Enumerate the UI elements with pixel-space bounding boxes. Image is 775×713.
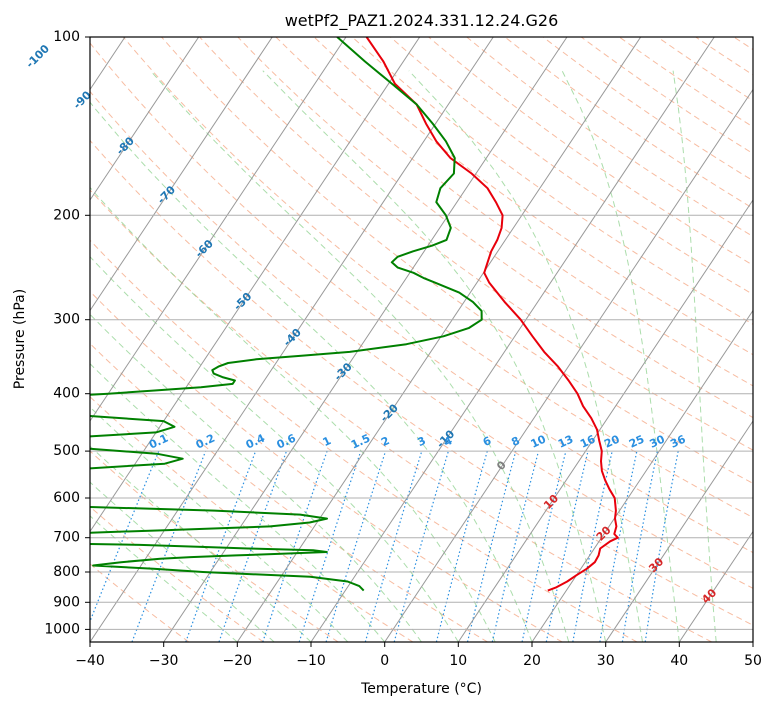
background-lines: [0, 37, 775, 642]
x-axis-label: Temperature (°C): [360, 681, 482, 697]
y-tick-label: 400: [53, 386, 80, 402]
mixing-ratio-line: [468, 451, 516, 642]
y-tick-label: 700: [53, 530, 80, 546]
mixing-ratio-line: [82, 451, 159, 642]
isotherm-label: -60: [193, 237, 216, 260]
x-tick-label: 20: [523, 653, 541, 669]
mixing-ratio-label: 8: [509, 434, 521, 449]
chart-title: wetPf2_PAZ1.2024.331.12.24.G26: [285, 11, 559, 31]
mixing-ratio-line: [219, 451, 287, 642]
isotherm-label: -70: [155, 183, 178, 206]
x-tick-label: 40: [670, 653, 688, 669]
x-tick-label: −30: [149, 653, 179, 669]
dry-adiabat: [123, 37, 775, 642]
mixing-ratio-label: 13: [556, 433, 575, 451]
mixing-ratio-line: [573, 451, 612, 642]
y-tick-label: 500: [53, 443, 80, 459]
moist-adiabat: [562, 71, 679, 642]
isotherm-label: -80: [114, 134, 137, 157]
isotherm-line: [753, 37, 775, 642]
dry-adiabat: [0, 37, 712, 642]
isotherm-line: [311, 37, 714, 642]
isotherm-line: [0, 37, 199, 642]
mixing-ratio-label: 16: [578, 432, 598, 450]
moist-adiabat: [409, 71, 643, 642]
isotherm-label: -30: [332, 360, 355, 383]
y-tick-label: 600: [53, 490, 80, 506]
dry-adiabat: [0, 37, 189, 642]
y-tick-label: 800: [53, 564, 80, 580]
dry-adiabat: [696, 37, 775, 642]
mixing-ratio-label: 20: [602, 432, 622, 450]
mixing-ratio-line: [326, 451, 386, 642]
mixing-ratio-label: 6: [481, 434, 494, 449]
mixing-ratio-label: 30: [648, 432, 668, 450]
dry-adiabat: [390, 37, 775, 642]
mixing-ratio-line: [365, 451, 422, 642]
mixing-ratio-label: 1: [321, 434, 333, 449]
moist-adiabat: [0, 71, 311, 642]
y-tick-label: 900: [53, 594, 80, 610]
x-tick-label: −40: [75, 653, 105, 669]
dry-adiabat: [276, 37, 775, 642]
isotherm-label: -50: [231, 290, 254, 313]
isotherm-label-warm: 40: [699, 586, 719, 606]
mixing-ratio-label: 0.1: [147, 432, 170, 452]
mixing-ratio-line: [492, 451, 538, 642]
y-tick-label: 200: [53, 207, 80, 223]
x-tick-label: 0: [380, 653, 389, 669]
isotherm-label: -20: [378, 401, 401, 424]
dry-adiabat: [314, 37, 775, 642]
isotherm-label-warm: 10: [541, 492, 561, 512]
isotherm-label: -40: [281, 326, 304, 349]
isotherm-line: [164, 37, 567, 642]
mixing-ratio-line: [645, 451, 678, 642]
dry-adiabat: [162, 37, 775, 642]
x-tick-label: 30: [597, 653, 615, 669]
dry-adiabat: [581, 37, 775, 642]
isotherm-label: -100: [23, 42, 52, 71]
dry-adiabat: [658, 37, 775, 642]
x-tick-label: −10: [296, 653, 326, 669]
y-tick-label: 1000: [44, 621, 80, 637]
y-tick-label: 300: [53, 312, 80, 328]
x-tick-label: 50: [744, 653, 762, 669]
moist-adiabat: [263, 71, 606, 642]
isotherm-line: [0, 37, 272, 642]
isotherm-label-zero: 0: [494, 458, 509, 473]
mixing-ratio-label: 2: [379, 434, 391, 449]
y-axis: 1000 900 800 700 600 500 400 300 200 100: [44, 29, 90, 637]
x-tick-label: −20: [223, 653, 253, 669]
y-tick-label: 100: [53, 29, 80, 45]
mixing-ratio-label: 36: [668, 432, 688, 450]
mixing-ratio-label: 3: [415, 434, 427, 449]
y-axis-label: Pressure (hPa): [12, 289, 28, 389]
mixing-ratio-label: 25: [627, 433, 646, 451]
x-tick-label: 10: [449, 653, 467, 669]
mixing-ratio-line: [546, 451, 588, 642]
isotherm-line: [606, 37, 775, 642]
mixing-ratio-line: [436, 451, 487, 642]
mixing-ratio-label: 0.2: [194, 432, 217, 452]
dry-adiabat: [505, 37, 775, 642]
mixing-ratio-label: 10: [529, 432, 549, 450]
x-axis: −40 −30 −20 −10 0 10 20 30 40 50: [75, 642, 762, 669]
moist-adiabat: [673, 71, 716, 642]
mixing-ratio-label: 0.4: [244, 431, 267, 451]
